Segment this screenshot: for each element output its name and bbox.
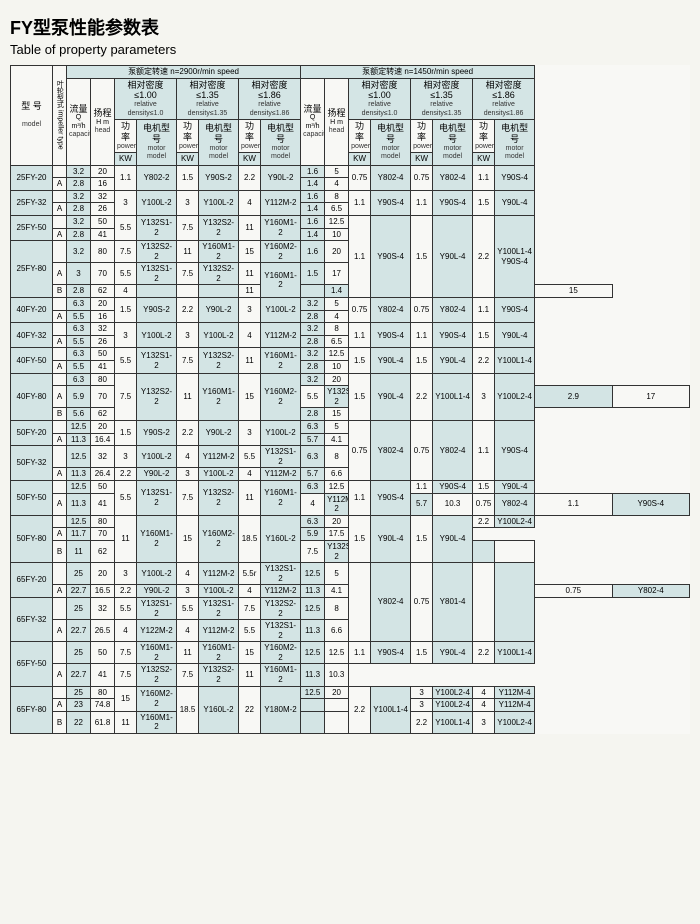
table-row: 50FY-5012.5505.5Y132S1-27.5Y132S2-211Y16… [11, 480, 690, 493]
table-row: 25FY-203.2201.1Y802-21.5Y90S-22.2Y90L-21… [11, 165, 690, 178]
table-row: 50FY-8012.58011Y160M1-215Y160M2-218.5Y16… [11, 515, 690, 528]
table-row: 25FY-503.2505.5Y132S1-27.5Y132S2-211Y160… [11, 215, 690, 228]
table-row: 40FY-206.3201.5Y90S-22.2Y90L-23Y100L-23.… [11, 298, 690, 311]
table-row: 25FY-323.2323Y100L-23Y100L-24Y112M-21.68… [11, 190, 690, 203]
table-row: 65FY-2025203Y100L-24Y112M-25.5rY132S1-21… [11, 563, 690, 585]
title-en: Table of property parameters [10, 42, 690, 57]
table-row: 40FY-506.3505.5Y132S1-27.5Y132S2-211Y160… [11, 348, 690, 361]
table-row: 40FY-806.3807.5Y132S2-211Y160M1-215Y160M… [11, 373, 690, 386]
parameters-table: 型 号model叶轮型式 impeller type泵额定转速 n=2900r/… [10, 65, 690, 734]
title-cn: FY型泵性能参数表 [10, 14, 690, 40]
param-table: 型 号model叶轮型式 impeller type泵额定转速 n=2900r/… [10, 65, 690, 734]
table-row: 40FY-326.3323Y100L-23Y100L-24Y112M-23.28… [11, 323, 690, 336]
table-row: 50FY-2012.5201.5Y90S-22.2Y90L-23Y100L-26… [11, 421, 690, 434]
table-row: 65FY-80258015Y160M2-218.5Y160L-222Y180M-… [11, 686, 690, 699]
table-row: 65FY-5025507.5Y160M1-211Y160M1-215Y160M2… [11, 642, 690, 664]
table-row: A22.7417.5Y132S2-27.5Y132S2-211Y160M1-21… [11, 664, 690, 686]
